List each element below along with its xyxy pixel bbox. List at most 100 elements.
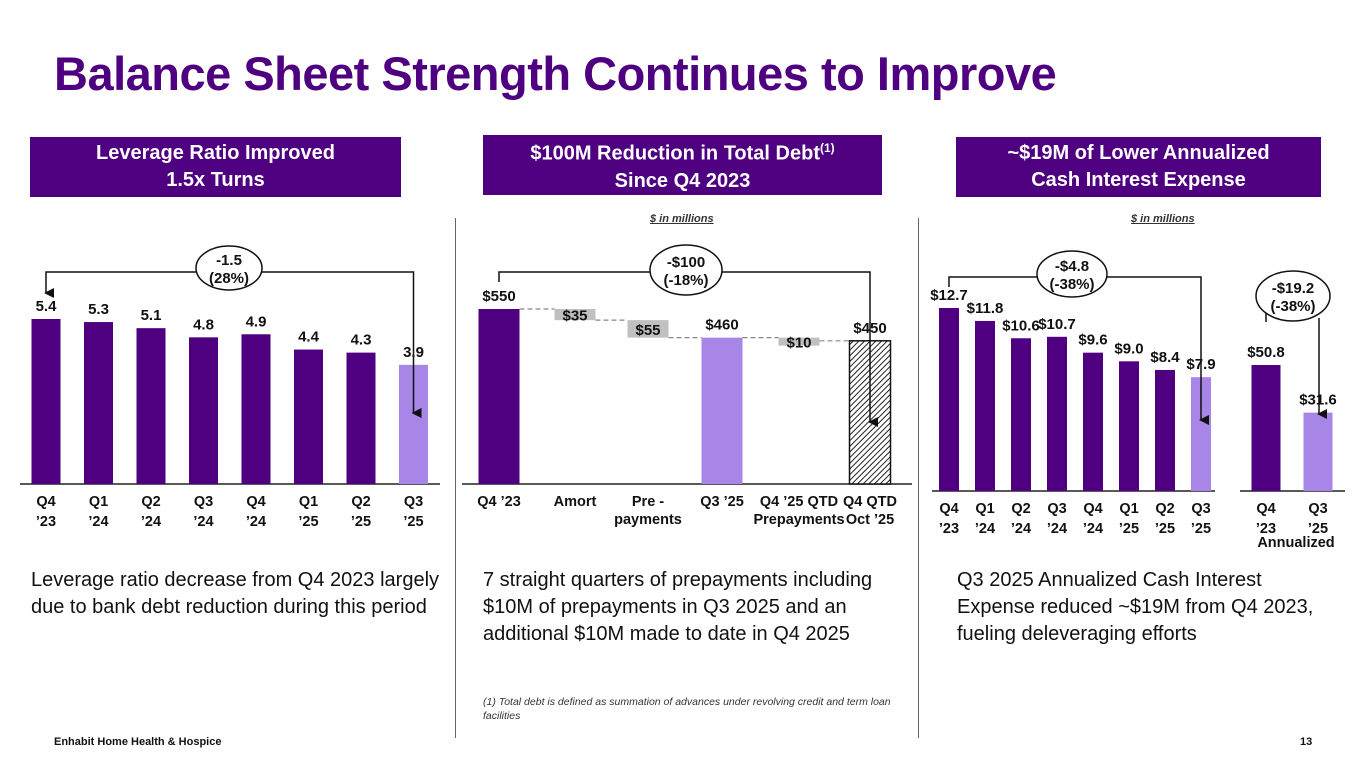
leverage-bar xyxy=(189,337,218,484)
interest-bar xyxy=(1155,369,1175,491)
banner-debt-line1: $100M Reduction in Total Debt(1) xyxy=(483,135,882,168)
interest-bar xyxy=(1191,377,1211,491)
interest-bar xyxy=(1047,336,1067,491)
interest-tick-label: ’23 xyxy=(939,521,959,537)
interest-tick-label: Q4 xyxy=(939,501,958,517)
footnote: (1) Total debt is defined as summation o… xyxy=(483,696,891,722)
leverage-tick-label: Q2 xyxy=(141,494,160,510)
debt-bar-decrease xyxy=(778,337,820,346)
leverage-tick-label: Q4 xyxy=(246,494,265,510)
leverage-bar xyxy=(241,334,271,484)
debt-callout-ellipse xyxy=(649,244,723,296)
annualized-bar xyxy=(1303,412,1333,491)
leverage-data-label: 4.3 xyxy=(351,332,372,349)
leverage-tick-label: Q2 xyxy=(351,494,370,510)
annualized-tick-label: ’25 xyxy=(1308,521,1328,537)
panel-divider xyxy=(455,218,456,738)
banner-debt-text: $100M Reduction in Total Debt xyxy=(530,142,820,165)
debt-tick-label: Q4 QTD xyxy=(843,494,897,510)
interest-bar xyxy=(975,320,995,491)
leverage-tick-label: Q4 xyxy=(36,494,55,510)
leverage-tick-label: ’25 xyxy=(298,514,318,530)
leverage-callout-ellipse xyxy=(195,245,263,291)
leverage-tick-label: ’24 xyxy=(88,514,108,530)
annualized-callout-ellipse xyxy=(1255,270,1331,322)
leverage-bar xyxy=(84,322,113,484)
description-leverage: Leverage ratio decrease from Q4 2023 lar… xyxy=(31,569,440,618)
interest-callout-change: -$4.8 xyxy=(1055,258,1089,275)
banner-interest: ~$19M of Lower Annualized Cash Interest … xyxy=(956,137,1321,197)
banner-interest-line1: ~$19M of Lower Annualized xyxy=(1007,142,1270,164)
interest-data-label: $10.6 xyxy=(1002,317,1040,334)
leverage-tick-label: Q3 xyxy=(194,494,213,510)
debt-connector-right xyxy=(722,271,878,427)
annualized-data-label: $31.6 xyxy=(1299,392,1337,409)
debt-tick-label: Prepayments xyxy=(753,512,844,528)
debt-tick-label: Amort xyxy=(554,494,597,510)
interest-tick-label: ’24 xyxy=(1083,521,1103,537)
interest-tick-label: ’24 xyxy=(1047,521,1067,537)
debt-callout-percent: (-18%) xyxy=(663,272,708,289)
interest-tick-label: ’25 xyxy=(1155,521,1175,537)
interest-data-label: $11.8 xyxy=(967,300,1004,317)
debt-tick-label: Pre - xyxy=(632,494,664,510)
annualized-tick-label: Q3 xyxy=(1308,501,1327,517)
interest-bar xyxy=(1083,352,1103,491)
banner-interest-line2: Cash Interest Expense xyxy=(1031,169,1246,191)
interest-tick-label: Q1 xyxy=(1119,501,1138,517)
annualized-data-label: $50.8 xyxy=(1247,344,1285,361)
leverage-connector-right xyxy=(262,271,422,418)
interest-data-label: $8.4 xyxy=(1150,349,1180,366)
debt-connector-left xyxy=(498,271,650,282)
leverage-bar xyxy=(346,352,376,484)
leverage-data-label: 5.3 xyxy=(88,301,109,318)
annualized-sublabel: Annualized xyxy=(1257,535,1334,551)
debt-tick-label: payments xyxy=(614,512,682,528)
units-label-interest: $ in millions xyxy=(1131,213,1195,225)
leverage-data-label: 5.1 xyxy=(141,307,162,324)
debt-data-label: $550 xyxy=(482,288,515,305)
debt-callout-change: -$100 xyxy=(667,254,705,271)
interest-tick-label: Q1 xyxy=(975,501,994,517)
leverage-callout-change: -1.5 xyxy=(216,252,242,269)
leverage-tick-label: ’25 xyxy=(351,514,371,530)
slide-title: Balance Sheet Strength Continues to Impr… xyxy=(54,47,1057,100)
interest-data-label: $12.7 xyxy=(930,287,968,304)
leverage-tick-label: ’24 xyxy=(193,514,213,530)
leverage-connector-left xyxy=(44,271,196,298)
footer-company: Enhabit Home Health & Hospice xyxy=(54,736,222,748)
interest-connector-right xyxy=(1107,276,1209,425)
leverage-callout-percent: (28%) xyxy=(209,270,249,287)
annualized-tick-label: Q4 xyxy=(1256,501,1275,517)
leverage-tick-label: ’25 xyxy=(403,514,423,530)
interest-tick-label: ’25 xyxy=(1191,521,1211,537)
interest-tick-label: Q2 xyxy=(1155,501,1174,517)
debt-bar-decrease xyxy=(554,309,596,321)
interest-tick-label: Q4 xyxy=(1083,501,1102,517)
debt-bar-decrease xyxy=(627,320,669,338)
panel-divider xyxy=(918,218,919,738)
debt-data-label: $35 xyxy=(562,308,587,325)
interest-connector-left xyxy=(948,276,1037,287)
leverage-tick-label: Q3 xyxy=(404,494,423,510)
banner-debt-line2: Since Q4 2023 xyxy=(614,169,751,192)
interest-tick-label: ’24 xyxy=(1011,521,1031,537)
debt-bar-total xyxy=(478,309,520,484)
leverage-data-label: 4.4 xyxy=(298,329,320,346)
leverage-tick-label: ’24 xyxy=(246,514,266,530)
banner-leverage-line2: 1.5x Turns xyxy=(166,169,265,191)
interest-tick-label: Q2 xyxy=(1011,501,1030,517)
interest-data-label: $9.6 xyxy=(1078,332,1107,349)
interest-tick-label: ’24 xyxy=(975,521,995,537)
interest-data-label: $9.0 xyxy=(1114,340,1143,357)
page-number: 13 xyxy=(1300,736,1313,748)
debt-data-label: $55 xyxy=(635,322,660,339)
leverage-data-label: 4.9 xyxy=(246,313,267,330)
interest-tick-label: Q3 xyxy=(1191,501,1210,517)
annualized-bar xyxy=(1251,365,1281,491)
description-interest: Q3 2025 Annualized Cash Interest Expense… xyxy=(957,569,1314,645)
leverage-bar xyxy=(136,328,166,484)
debt-tick-label: Oct ’25 xyxy=(846,512,894,528)
interest-bar xyxy=(1119,361,1139,491)
debt-bar-total xyxy=(701,337,743,484)
